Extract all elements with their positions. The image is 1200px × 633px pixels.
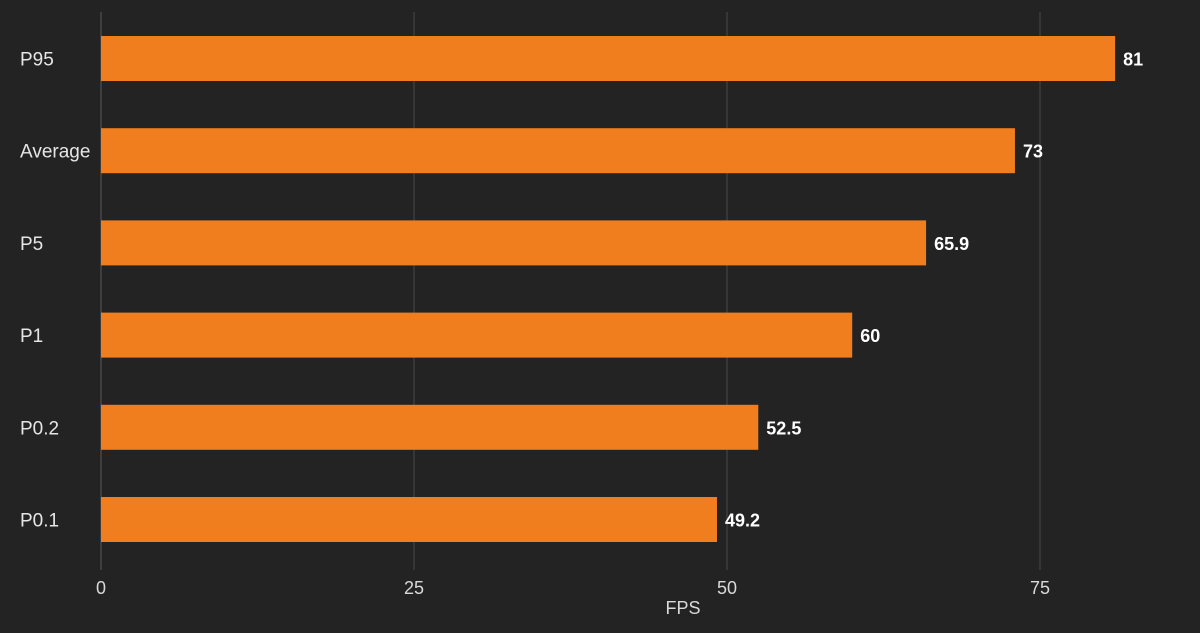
value-labels: 81 73 65.9 60 52.5 49.2 [725,50,1143,531]
value-label: 81 [1123,50,1143,70]
category-labels: P95 Average P5 P1 P0.2 P0.1 [20,50,90,532]
x-axis-title: FPS [665,598,700,618]
bar-average [101,128,1015,174]
category-label: P5 [20,234,43,255]
category-label: P0.1 [20,511,59,532]
category-label: P95 [20,50,54,71]
category-label: P1 [20,326,43,347]
value-label: 73 [1023,142,1043,162]
category-label: P0.2 [20,418,59,439]
value-label: 65.9 [934,234,969,254]
value-label: 52.5 [766,418,801,438]
x-tick-label: 0 [96,578,106,598]
x-tick-labels: 0 25 50 75 [96,578,1050,598]
x-tick-label: 50 [717,578,737,598]
bar-layer [101,36,1116,542]
bar-p0-2 [101,404,759,450]
category-label: Average [20,142,90,163]
x-tick-label: 25 [404,578,424,598]
bar-p0-1 [101,497,717,542]
value-label: 49.2 [725,511,760,531]
bar-p95 [101,36,1116,81]
bar-p1 [101,312,853,358]
bar-p5 [101,220,927,266]
value-label: 60 [860,326,880,346]
grid-layer [100,12,1041,570]
x-tick-label: 75 [1030,578,1050,598]
